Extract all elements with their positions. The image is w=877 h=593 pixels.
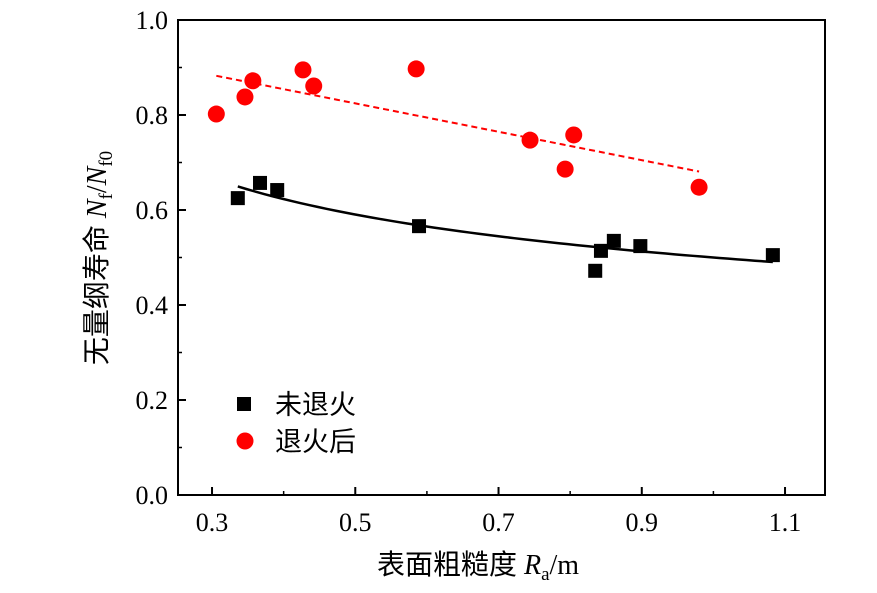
y-tick-label: 0.8 bbox=[136, 101, 169, 130]
data-point-unannealed bbox=[588, 263, 603, 278]
data-point-annealed bbox=[294, 61, 312, 79]
y-tick-label: 1.0 bbox=[136, 6, 169, 35]
x-tick-label: 1.1 bbox=[769, 508, 802, 537]
data-point-annealed bbox=[521, 131, 539, 149]
x-axis-label-variable: R bbox=[523, 550, 541, 581]
data-points bbox=[207, 60, 780, 278]
y-tick-label: 0.4 bbox=[136, 291, 169, 320]
y-axis-label-slash: / bbox=[82, 185, 113, 193]
data-point-unannealed bbox=[593, 243, 608, 258]
data-point-annealed bbox=[690, 178, 708, 196]
x-axis-label-unit: /m bbox=[550, 550, 580, 581]
axis-ticks bbox=[178, 19, 787, 496]
y-axis-label-subscript-1: f bbox=[96, 192, 117, 199]
legend-marker-annealed bbox=[236, 432, 254, 450]
x-axis-label-subscript: a bbox=[541, 564, 550, 585]
plot-frame bbox=[177, 19, 826, 496]
x-axis-label-text: 表面粗糙度 bbox=[377, 549, 524, 581]
x-tick-label: 0.9 bbox=[626, 508, 659, 537]
data-point-annealed bbox=[207, 105, 225, 123]
fit-line-annealed bbox=[216, 74, 700, 173]
data-point-annealed bbox=[244, 72, 262, 90]
data-point-annealed bbox=[556, 160, 574, 178]
fit-lines bbox=[216, 74, 773, 264]
data-point-unannealed bbox=[253, 175, 268, 190]
x-tick-label: 0.5 bbox=[339, 508, 372, 537]
data-point-annealed bbox=[236, 88, 254, 106]
x-axis-label: 表面粗糙度 Ra/m bbox=[377, 549, 579, 585]
legend-label-annealed: 退火后 bbox=[275, 427, 356, 457]
legend-marker-unannealed bbox=[237, 397, 251, 411]
y-tick-label: 0.2 bbox=[136, 386, 169, 415]
data-point-unannealed bbox=[606, 233, 621, 248]
data-point-annealed bbox=[305, 77, 323, 95]
legend: 未退火 退火后 bbox=[236, 390, 356, 457]
data-point-annealed bbox=[565, 126, 583, 144]
fit-line-unannealed bbox=[237, 185, 773, 264]
y-axis-label-text: 无量纲寿命 bbox=[81, 218, 113, 365]
y-axis-label-variable-1: N bbox=[82, 198, 113, 219]
tick-labels: 0.3 0.5 0.7 0.9 1.1 0.0 0.2 0.4 0.6 0.8 1.0 bbox=[136, 6, 802, 537]
x-tick-label: 0.7 bbox=[482, 508, 515, 537]
x-tick-label: 0.3 bbox=[196, 508, 229, 537]
y-axis-label-subscript-2: f0 bbox=[96, 151, 117, 167]
y-axis-label: 无量纲寿命 Nf/Nf0 bbox=[81, 151, 117, 365]
y-axis-label-variable-2: N bbox=[82, 165, 113, 186]
y-tick-label: 0.0 bbox=[136, 481, 169, 510]
data-point-unannealed bbox=[633, 239, 648, 254]
data-point-unannealed bbox=[230, 191, 245, 206]
data-point-unannealed bbox=[412, 219, 427, 234]
data-point-unannealed bbox=[270, 183, 285, 198]
y-tick-label: 0.6 bbox=[136, 196, 169, 225]
data-point-annealed bbox=[407, 60, 425, 78]
data-point-unannealed bbox=[765, 248, 780, 263]
legend-label-unannealed: 未退火 bbox=[275, 390, 356, 420]
